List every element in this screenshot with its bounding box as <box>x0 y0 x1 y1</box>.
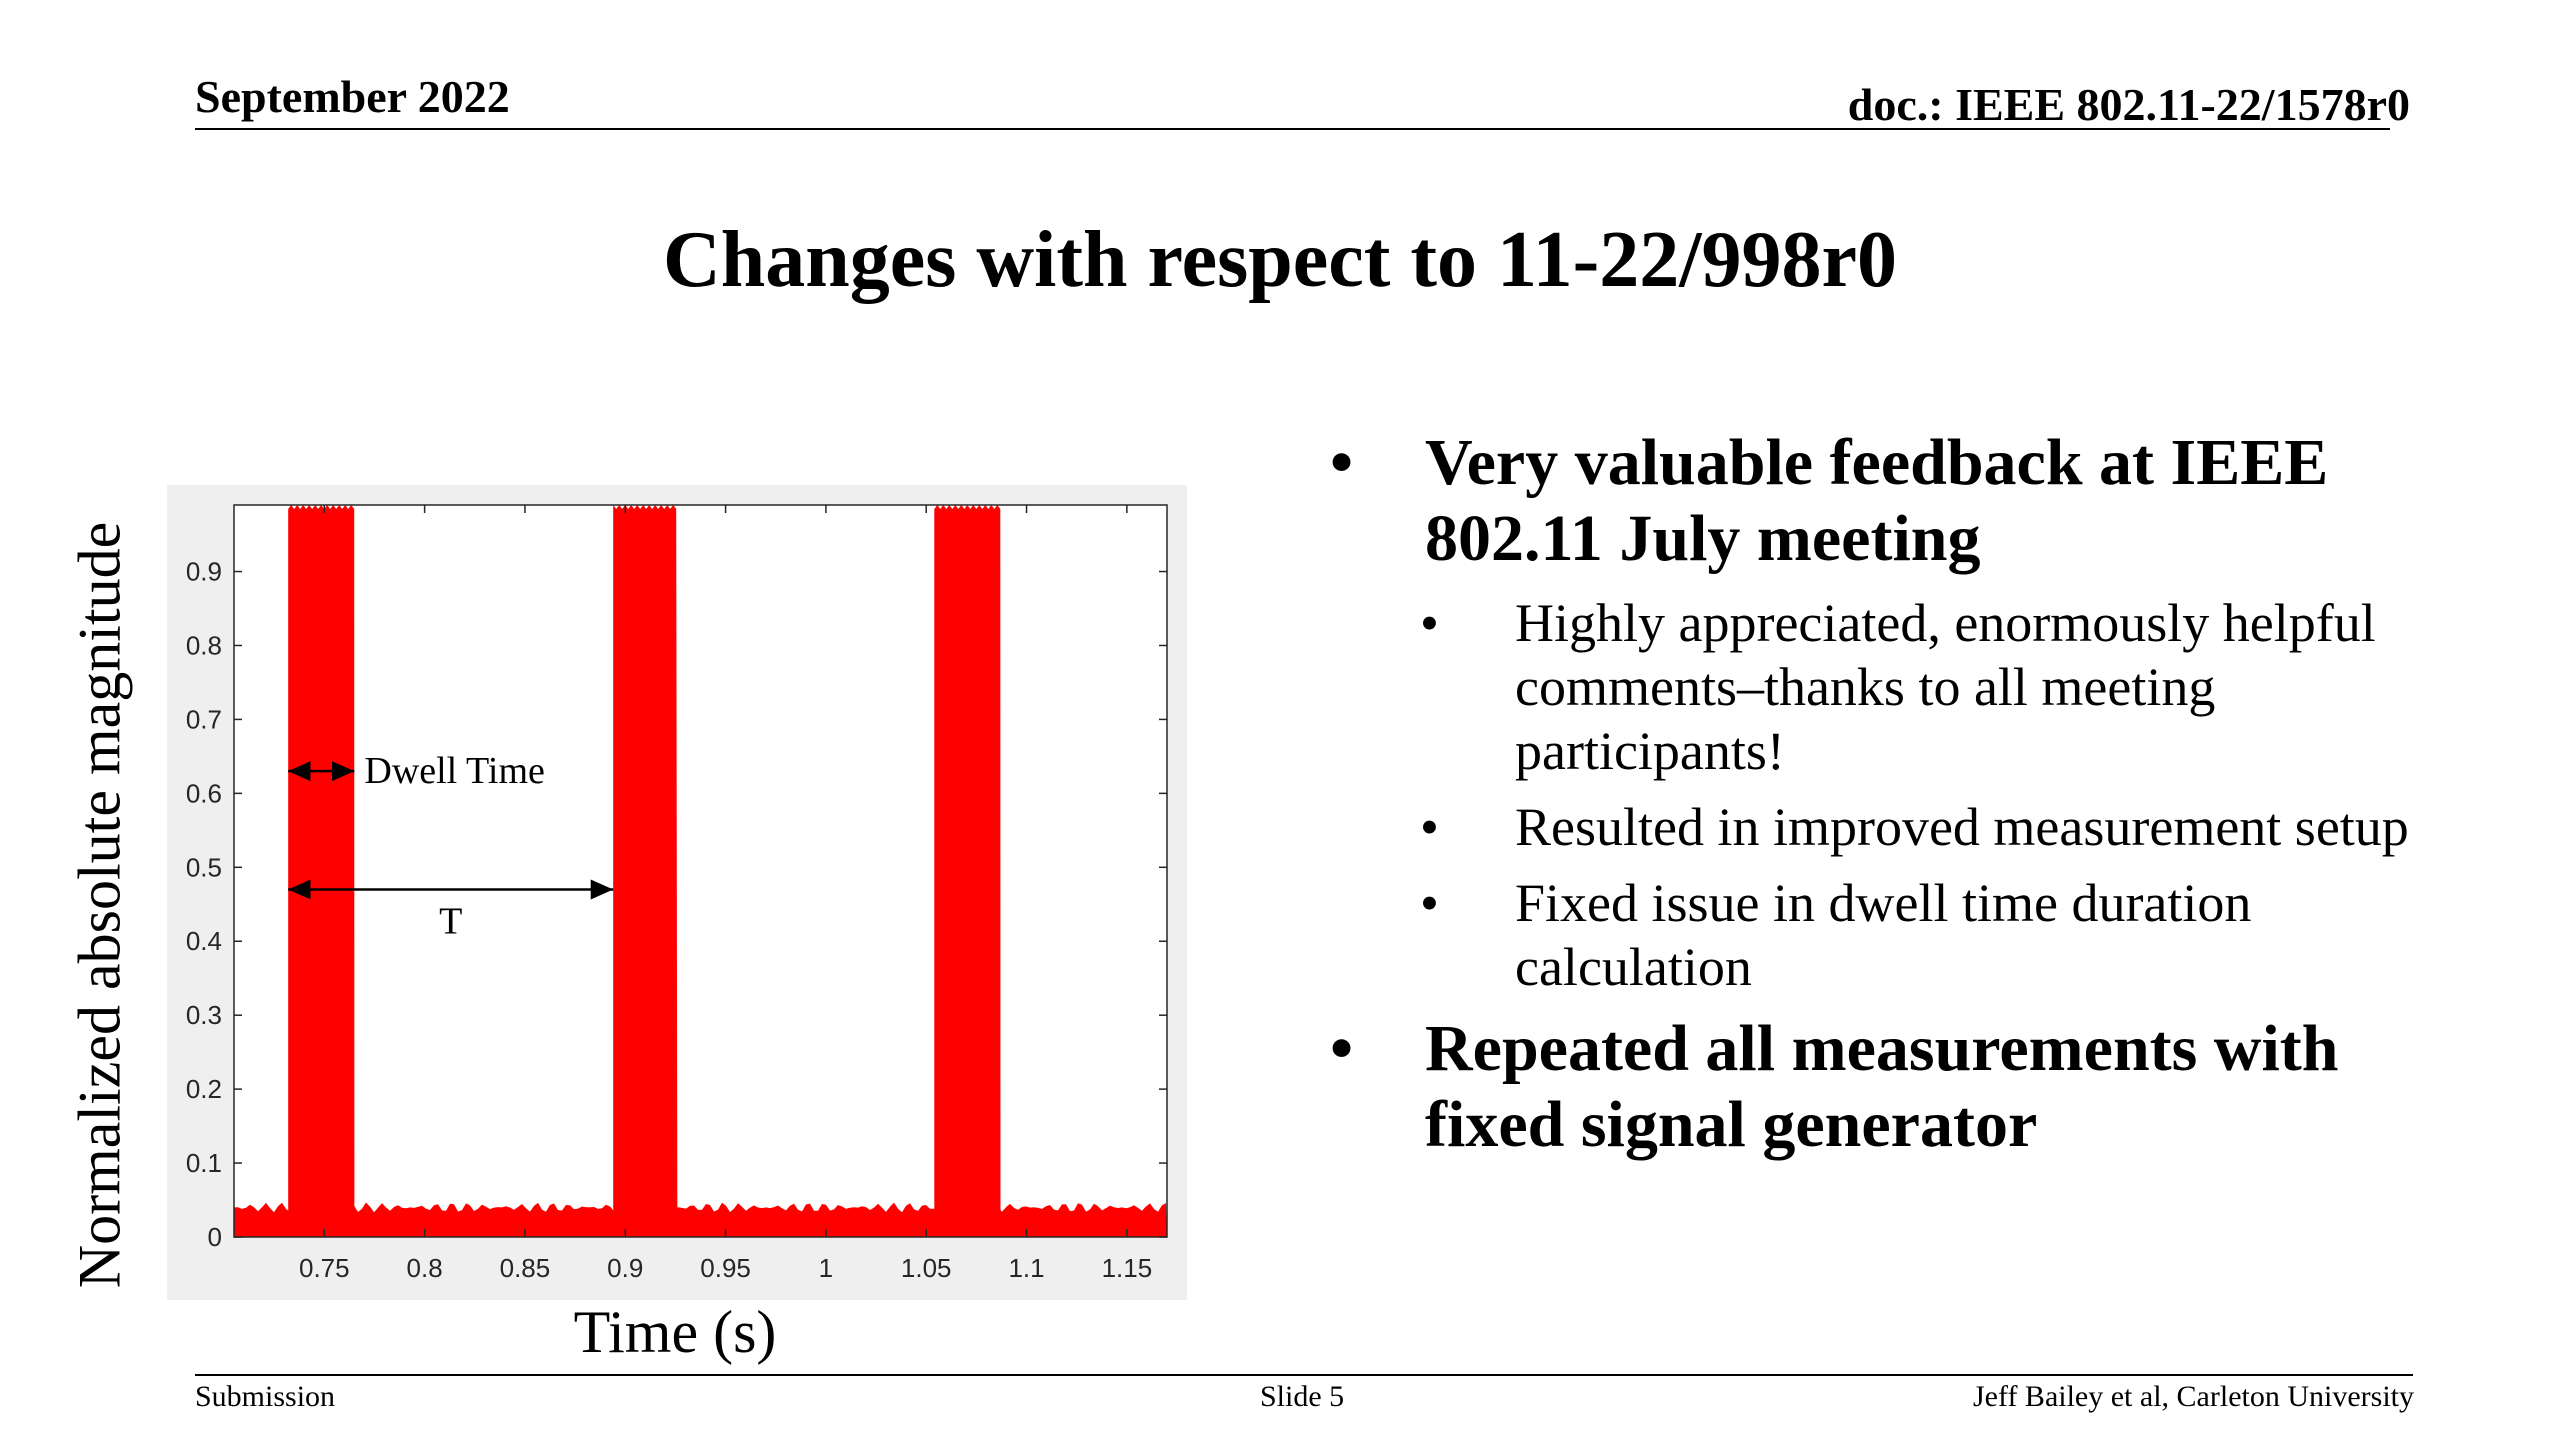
slide-title: Changes with respect to 11-22/998r0 <box>663 216 1897 304</box>
sub-bullet-glyph: • <box>1420 593 1439 653</box>
sub-bullet-comments: • Highly appreciated, enormously helpful… <box>1330 591 2480 783</box>
header-doc-id: doc.: IEEE 802.11-22/1578r0 <box>1847 79 2410 130</box>
bullet-glyph: • <box>1330 1012 1354 1085</box>
dwell-time-label: Dwell Time <box>364 750 545 792</box>
y-tick-label: 0.2 <box>186 1074 222 1104</box>
footer-slide-number: Slide 5 <box>1260 1380 1345 1413</box>
x-axis-label: Time (s) <box>573 1299 777 1365</box>
footer-rule <box>195 1374 2413 1376</box>
burst-1 <box>288 505 355 1237</box>
sub-bullet-text: Fixed issue in dwell time duration calcu… <box>1515 873 2252 997</box>
y-tick-label: 0.6 <box>186 778 222 808</box>
magnitude-chart: 0 0.1 0.2 0.3 0.4 0.5 0.6 0.7 0.8 0.9 0.75 0.8 0.85 0… <box>186 504 1168 1283</box>
x-tick-label: 0.75 <box>299 1253 350 1283</box>
header-rule <box>195 128 2390 130</box>
x-tick-label: 0.9 <box>607 1253 643 1283</box>
axes-frame <box>233 504 1168 1238</box>
t-label: T <box>439 900 462 942</box>
x-tick-label: 1.05 <box>901 1253 952 1283</box>
x-tick-label: 1 <box>819 1253 833 1283</box>
x-tick-label: 0.85 <box>500 1253 551 1283</box>
y-tick-label: 0.5 <box>186 852 222 882</box>
y-tick-label: 0.4 <box>186 926 222 956</box>
plot-area <box>234 505 1167 1237</box>
header-date: September 2022 <box>195 71 510 122</box>
footer-authors: Jeff Bailey et al, Carleton University <box>1973 1380 2414 1413</box>
y-tick-label: 0.3 <box>186 1000 222 1030</box>
x-tick-label: 0.8 <box>407 1253 443 1283</box>
burst-2 <box>613 505 678 1237</box>
sub-bullet-setup: • Resulted in improved measurement setup <box>1330 795 2480 859</box>
sub-bullet-text: Highly appreciated, enormously helpful c… <box>1515 593 2376 781</box>
footer-submission: Submission <box>195 1380 336 1413</box>
noise-floor <box>234 1202 1167 1237</box>
bullet-list: • Very valuable feedback at IEEE 802.11 … <box>1330 425 2480 1177</box>
sub-bullet-text: Resulted in improved measurement setup <box>1515 797 2409 857</box>
sub-bullet-dwell-fix: • Fixed issue in dwell time duration cal… <box>1330 871 2480 999</box>
y-tick-label: 0.1 <box>186 1148 222 1178</box>
x-tick-label: 1.15 <box>1102 1253 1153 1283</box>
bullet-glyph: • <box>1330 426 1354 499</box>
burst-3 <box>934 505 1001 1237</box>
y-tick-label: 0 <box>208 1222 222 1252</box>
sub-bullet-glyph: • <box>1420 873 1439 933</box>
bullet-repeated: • Repeated all measurements with fixed s… <box>1330 1011 2480 1163</box>
sub-bullet-glyph: • <box>1420 797 1439 857</box>
bullet-text: Very valuable feedback at IEEE 802.11 Ju… <box>1425 426 2329 575</box>
bullet-feedback: • Very valuable feedback at IEEE 802.11 … <box>1330 425 2480 577</box>
x-tick-label: 1.1 <box>1008 1253 1044 1283</box>
y-tick-label: 0.7 <box>186 704 222 734</box>
y-tick-label: 0.8 <box>186 630 222 660</box>
y-tick-label: 0.9 <box>186 557 222 587</box>
bullet-text: Repeated all measurements with fixed sig… <box>1425 1012 2339 1161</box>
x-tick-label: 0.95 <box>700 1253 751 1283</box>
